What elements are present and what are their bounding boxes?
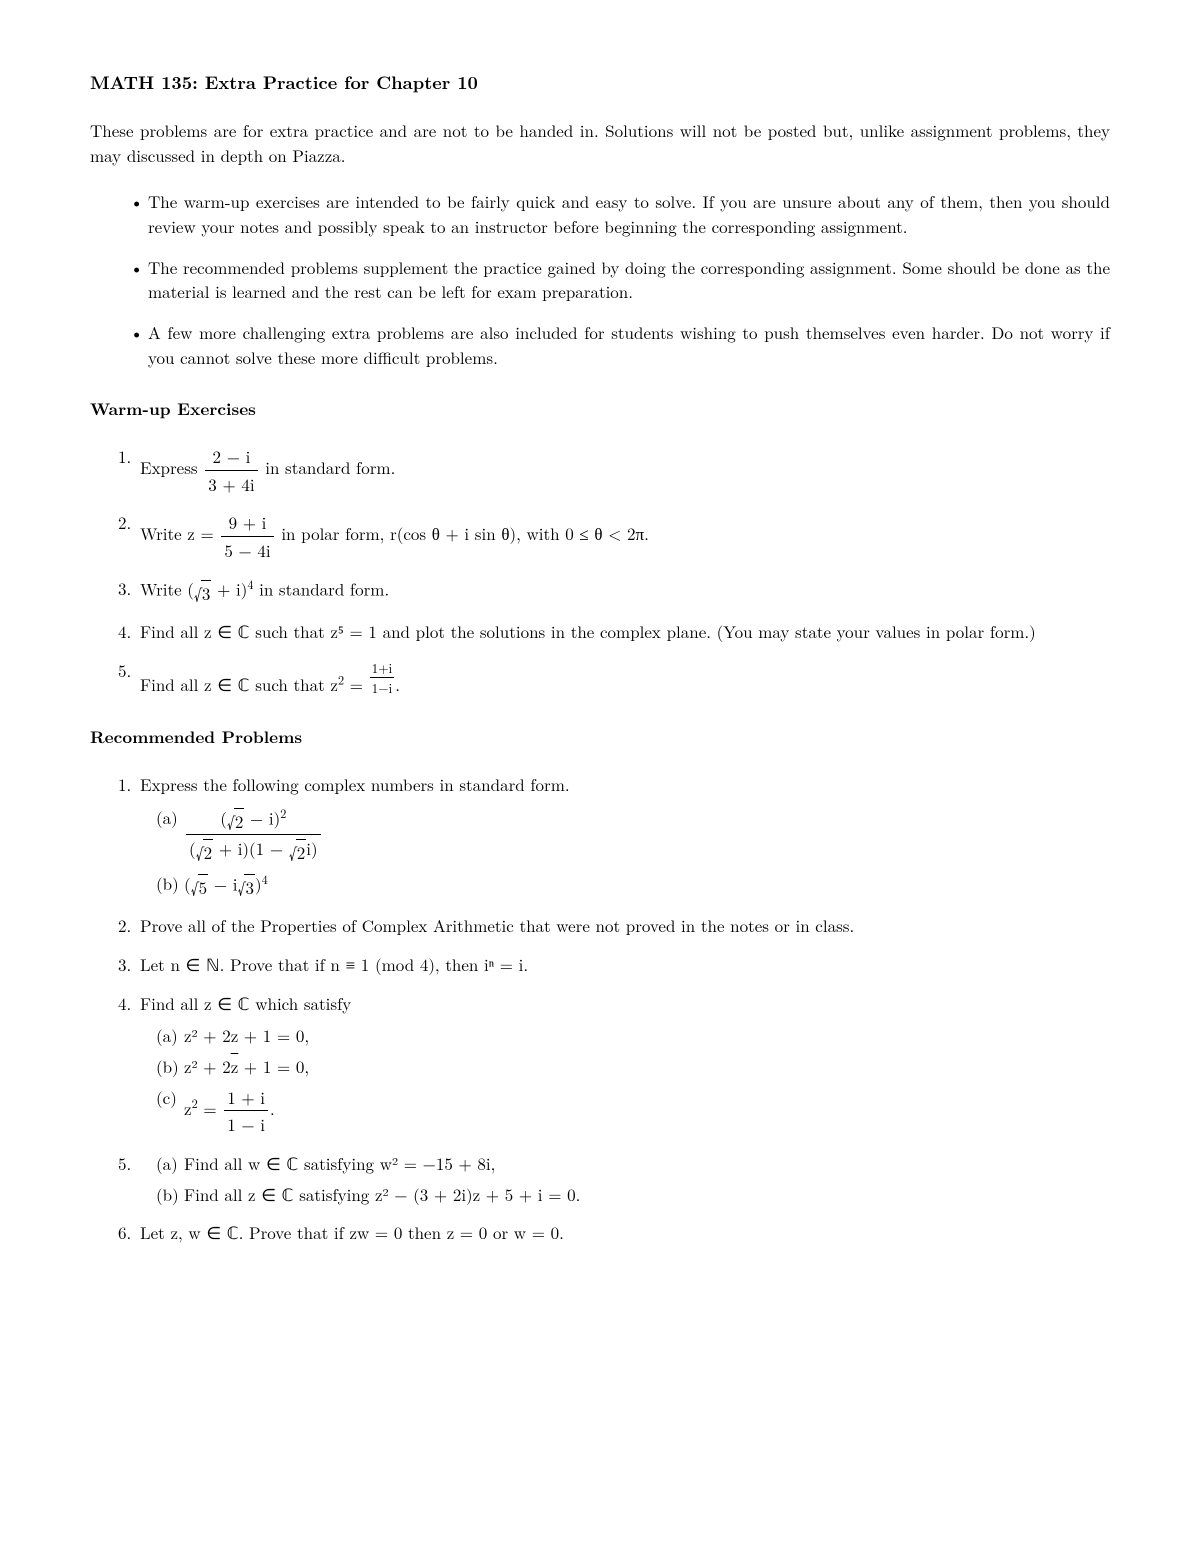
denominator: 1−i	[370, 677, 395, 697]
fraction: 9 + i5 − 4i	[221, 510, 273, 562]
superscript: 4	[262, 870, 268, 888]
denominator: 5 − 4i	[221, 536, 273, 563]
numerator: (2 − i)2	[186, 805, 321, 835]
bullet-item: The warm-up exercises are intended to be…	[130, 189, 1110, 238]
text: =	[344, 672, 369, 696]
text: + i)	[211, 577, 247, 601]
denominator: 3 + 4i	[205, 470, 257, 497]
rec-item: Let n ∈ ℕ. Prove that if n ≡ 1 (mod 4), …	[118, 952, 1110, 977]
sqrt: 5	[191, 874, 209, 900]
text: Find all z ∈ ℂ such that z	[140, 672, 338, 696]
rec-item: Find all z ∈ ℂ which satisfy z² + 2z + 1…	[118, 991, 1110, 1137]
text: Express the following complex numbers in…	[140, 772, 570, 796]
subparts: Find all w ∈ ℂ satisfying w² = −15 + 8i,…	[140, 1151, 1110, 1206]
subpart: Find all w ∈ ℂ satisfying w² = −15 + 8i,	[156, 1151, 1110, 1176]
sqrt: 2	[196, 839, 214, 865]
sqrt: 2	[227, 808, 245, 834]
warmup-list: Express 2 − i3 + 4i in standard form. Wr…	[90, 444, 1110, 697]
subpart: (5 − i3)4	[156, 871, 1110, 900]
intro-bullets: The warm-up exercises are intended to be…	[90, 189, 1110, 369]
subpart: (2 − i)2 (2 + i)(1 − 2i)	[156, 805, 1110, 865]
warmup-heading: Warm-up Exercises	[90, 397, 1110, 422]
subparts: z² + 2z + 1 = 0, z² + 2z + 1 = 0, z2 = 1…	[140, 1023, 1110, 1137]
sqrt: 3	[194, 580, 212, 606]
text: Find all z ∈ ℂ which satisfy	[140, 991, 351, 1015]
numerator: 1 + i	[224, 1085, 268, 1111]
text: .	[395, 672, 400, 696]
fraction: 2 − i3 + 4i	[205, 444, 257, 496]
warmup-item: Find all z ∈ ℂ such that z2 = 1+i1−i.	[118, 658, 1110, 697]
recommended-list: Express the following complex numbers in…	[90, 772, 1110, 1245]
text: in standard form.	[260, 455, 396, 479]
warmup-item: Find all z ∈ ℂ such that z⁵ = 1 and plot…	[118, 619, 1110, 644]
subpart: z² + 2z + 1 = 0,	[156, 1023, 1110, 1048]
numerator: 2 − i	[205, 444, 257, 470]
subpart: z2 = 1 + i1 − i.	[156, 1085, 1110, 1137]
text: Write (	[140, 577, 194, 601]
warmup-item: Write (3 + i)4 in standard form.	[118, 576, 1110, 605]
fraction: 1 + i1 − i	[224, 1085, 268, 1137]
subpart: Find all z ∈ ℂ satisfying z² − (3 + 2i)z…	[156, 1182, 1110, 1207]
intro-paragraph: These problems are for extra practice an…	[90, 118, 1110, 167]
denominator: (2 + i)(1 − 2i)	[186, 834, 321, 864]
denominator: 1 − i	[224, 1110, 268, 1137]
text: Write z =	[140, 521, 219, 545]
text: in standard form.	[253, 577, 389, 601]
text: in polar form, r(cos θ + i sin θ), with …	[276, 521, 649, 545]
rec-item: Let z, w ∈ ℂ. Prove that if zw = 0 then …	[118, 1220, 1110, 1245]
warmup-item: Write z = 9 + i5 − 4i in polar form, r(c…	[118, 510, 1110, 562]
numerator: 9 + i	[221, 510, 273, 536]
bullet-item: The recommended problems supplement the …	[130, 255, 1110, 304]
recommended-heading: Recommended Problems	[90, 725, 1110, 750]
sqrt: 2	[289, 839, 307, 865]
sqrt: 3	[237, 874, 255, 900]
warmup-item: Express 2 − i3 + 4i in standard form.	[118, 444, 1110, 496]
subpart: z² + 2z + 1 = 0,	[156, 1054, 1110, 1079]
rec-item: Prove all of the Properties of Complex A…	[118, 913, 1110, 938]
page-title: MATH 135: Extra Practice for Chapter 10	[90, 70, 1110, 96]
fraction: 1+i1−i	[370, 658, 395, 697]
subparts: (2 − i)2 (2 + i)(1 − 2i) (5 − i3)4	[140, 805, 1110, 900]
rec-item: Express the following complex numbers in…	[118, 772, 1110, 899]
numerator: 1+i	[370, 658, 395, 677]
text: Express	[140, 455, 203, 479]
rec-item: Find all w ∈ ℂ satisfying w² = −15 + 8i,…	[118, 1151, 1110, 1206]
bullet-item: A few more challenging extra problems ar…	[130, 320, 1110, 369]
fraction: (2 − i)2 (2 + i)(1 − 2i)	[186, 805, 321, 865]
